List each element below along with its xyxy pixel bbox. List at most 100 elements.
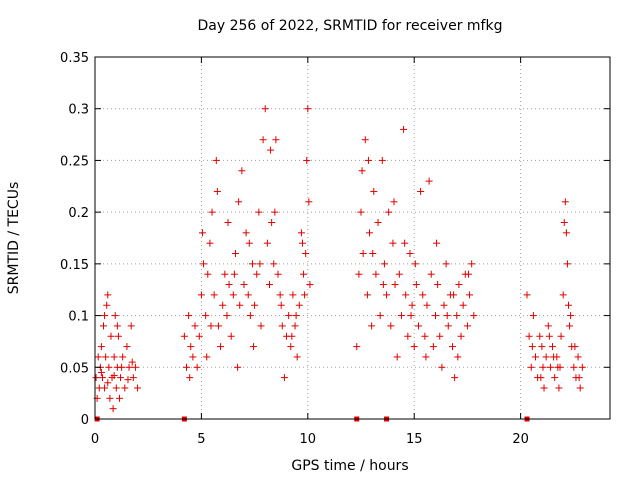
data-point (536, 332, 544, 340)
data-point (450, 291, 458, 299)
data-point (417, 187, 425, 195)
data-point (104, 291, 112, 299)
data-point (411, 260, 419, 268)
data-point (195, 332, 203, 340)
data-point (560, 218, 568, 226)
data-point (114, 332, 122, 340)
data-point (197, 291, 205, 299)
y-tick-label: 0.35 (60, 51, 89, 66)
data-point (214, 322, 222, 330)
data-point (565, 301, 573, 309)
data-point (427, 270, 435, 278)
data-point (251, 301, 259, 309)
data-point (127, 322, 135, 330)
data-point (270, 260, 278, 268)
data-point (259, 136, 267, 144)
data-point (123, 343, 131, 351)
data-point (353, 343, 361, 351)
data-point (191, 322, 199, 330)
data-point (304, 105, 312, 113)
x-axis-label: GPS time / hours (291, 458, 408, 474)
axis-ticks: 0 0.05 0.1 0.15 0.2 0.25 0.3 0.35 0 5 10 15 20 (60, 51, 610, 447)
data-point (221, 270, 229, 278)
data-point (578, 363, 586, 371)
data-point (278, 322, 286, 330)
x-tick-label: 10 (300, 432, 317, 447)
data-point (298, 239, 306, 247)
data-point (468, 260, 476, 268)
data-point (236, 301, 244, 309)
data-point (390, 198, 398, 206)
data-point (293, 353, 301, 361)
y-axis-label: SRMTID / TECUs (6, 182, 22, 295)
y-tick-label: 0.25 (60, 154, 89, 169)
y-tick-label: 0.2 (68, 206, 89, 221)
data-point (372, 270, 380, 278)
data-point (272, 136, 280, 144)
data-point (242, 229, 250, 237)
data-point (387, 322, 395, 330)
data-point (98, 374, 106, 382)
data-point (419, 291, 427, 299)
data-point (406, 250, 414, 258)
data-point (431, 312, 439, 320)
data-point (213, 187, 221, 195)
data-point (134, 384, 142, 392)
data-point (369, 250, 377, 258)
data-point (391, 281, 399, 289)
data-point (268, 218, 276, 226)
x-tick-label: 0 (91, 432, 99, 447)
data-point (374, 218, 382, 226)
data-point (561, 198, 569, 206)
data-point (180, 332, 188, 340)
data-point (302, 250, 310, 258)
data-point (567, 312, 575, 320)
data-point (223, 312, 231, 320)
data-point (425, 177, 433, 185)
data-point (125, 363, 133, 371)
data-point (300, 270, 308, 278)
y-tick-label: 0 (81, 413, 89, 428)
data-point (187, 343, 195, 351)
data-point (542, 353, 550, 361)
data-point (119, 353, 127, 361)
data-point (466, 291, 474, 299)
data-point (525, 332, 533, 340)
data-point (200, 260, 208, 268)
data-point (540, 384, 548, 392)
data-point (571, 343, 579, 351)
data-point (438, 363, 446, 371)
data-point (111, 312, 119, 320)
data-point (453, 312, 461, 320)
y-tick-label: 0.15 (60, 258, 89, 273)
data-point (463, 322, 471, 330)
data-point (364, 156, 372, 164)
data-point (358, 167, 366, 175)
data-point (527, 363, 535, 371)
data-point (246, 312, 254, 320)
data-point (363, 291, 371, 299)
data-point (410, 343, 418, 351)
data-point (550, 353, 558, 361)
data-point (104, 379, 112, 387)
data-point (457, 332, 465, 340)
data-point (208, 208, 216, 216)
data-point (101, 312, 109, 320)
data-point (128, 358, 136, 366)
data-point (370, 187, 378, 195)
data-point (295, 301, 303, 309)
data-point (261, 105, 269, 113)
data-point (250, 343, 258, 351)
data-point (538, 343, 546, 351)
data-point (395, 270, 403, 278)
x-tick-label: 15 (406, 432, 423, 447)
data-point (555, 384, 563, 392)
plot-frame (94, 56, 611, 420)
data-point (539, 363, 547, 371)
data-point (545, 332, 553, 340)
data-point (276, 291, 284, 299)
data-point (186, 374, 194, 382)
y-tick-label: 0.1 (68, 310, 89, 325)
data-point (235, 198, 243, 206)
data-point (183, 363, 191, 371)
